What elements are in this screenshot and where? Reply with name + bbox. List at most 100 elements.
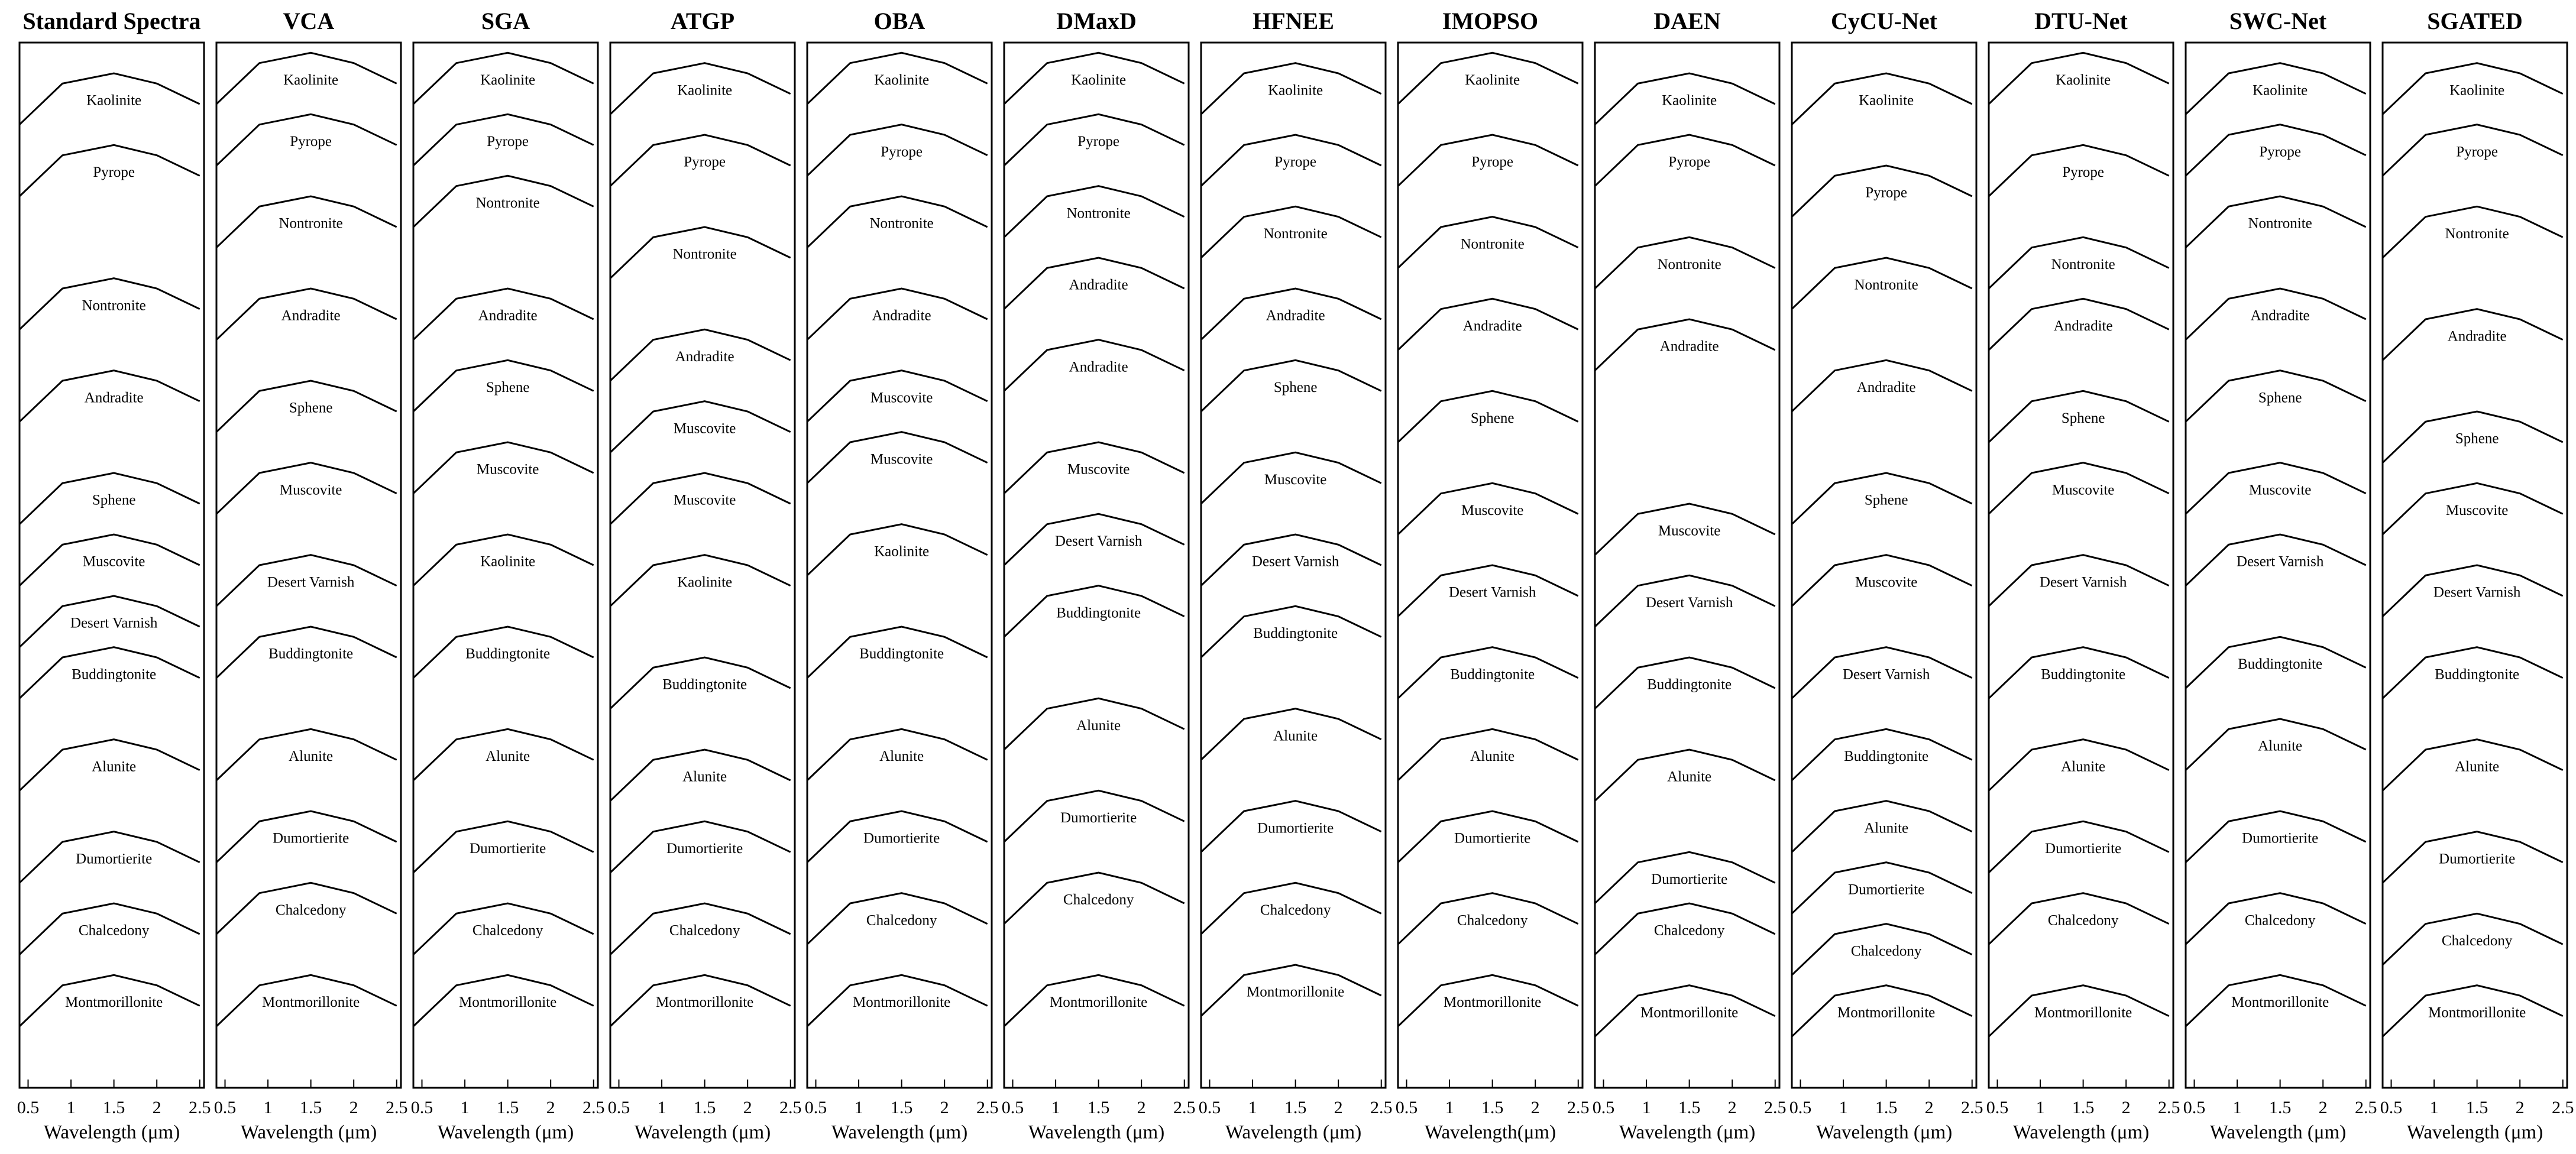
spectrum-line	[1003, 257, 1185, 310]
x-tick-label: 0.5	[17, 1098, 40, 1117]
spectrum-label: Alunite	[2258, 738, 2302, 754]
panel-frame	[609, 41, 796, 1089]
spectrum-label: Andradite	[2054, 318, 2113, 334]
spectrum-label: Muscovite	[2446, 503, 2509, 518]
spectrum-line	[1397, 134, 1579, 187]
spectrum-label: Alunite	[1273, 728, 1318, 744]
spectrum-label: Buddingtonite	[1253, 625, 1338, 641]
spectrum-label: Buddingtonite	[268, 646, 353, 662]
spectrum-line	[412, 728, 594, 782]
spectrum-label: Kaolinite	[874, 72, 929, 88]
spectrum-label: Andradite	[478, 308, 538, 324]
spectrum-line	[1988, 462, 2170, 515]
spectrum-line	[1200, 451, 1382, 505]
spectrum-line	[2185, 974, 2367, 1027]
spectrum-line	[806, 625, 988, 679]
spectrum-label: Sphene	[92, 492, 136, 508]
panel: HFNEE 0.5 1 1.5 2 2.5 Wavelength (μm) Kaolinite…	[1199, 8, 1393, 1143]
spectrum-line	[215, 554, 397, 607]
spectrum-label: Alunite	[879, 748, 924, 764]
spectrum-line	[1791, 984, 1973, 1038]
spectrum-line	[2381, 482, 2564, 536]
spectrum-label: Nontronite	[1263, 226, 1327, 242]
spectrum-label: Kaolinite	[1268, 82, 1323, 98]
spectrum-label: Andradite	[85, 390, 144, 406]
spectrum-label: Alunite	[2061, 758, 2105, 774]
spectrum-label: Desert Varnish	[1252, 554, 1339, 570]
x-tick-label: 2	[2319, 1098, 2328, 1117]
spectrum-line	[1594, 72, 1776, 125]
spectrum-label: Sphene	[1471, 410, 1514, 426]
spectrum-line	[412, 625, 594, 679]
x-axis-label: Wavelength (μm)	[438, 1122, 574, 1143]
spectrum-label: Desert Varnish	[2433, 585, 2521, 601]
x-tick-label: 1	[2233, 1098, 2242, 1117]
x-tick-label: 1.5	[1481, 1098, 1504, 1117]
x-axis-label: Wavelength (μm)	[2210, 1122, 2346, 1143]
x-tick-label: 1	[2036, 1098, 2045, 1117]
spectrum-label: Kaolinite	[1662, 93, 1717, 109]
spectrum-label: Dumortierite	[1257, 820, 1334, 836]
spectrum-line	[1200, 800, 1382, 853]
x-axis-label: Wavelength (μm)	[635, 1122, 771, 1143]
spectrum-label: Muscovite	[1067, 462, 1130, 478]
panel-title: VCA	[283, 8, 335, 34]
x-tick-label: 2.5	[1370, 1098, 1393, 1117]
spectrum-line	[18, 595, 200, 648]
spectrum-label: Buddingtonite	[1056, 605, 1141, 621]
spectrum-label: Dumortierite	[470, 841, 546, 857]
spectrum-label: Andradite	[1660, 339, 1719, 355]
spectrum-line	[1003, 441, 1185, 494]
spectrum-label: Desert Varnish	[1055, 533, 1143, 549]
spectrum-line	[215, 195, 397, 248]
spectrum-line	[1003, 789, 1185, 843]
panel-title: Standard Spectra	[22, 8, 200, 34]
x-tick-label: 2	[1531, 1098, 1540, 1117]
x-tick-label: 1.5	[694, 1098, 716, 1117]
x-tick-label: 0.5	[2380, 1098, 2403, 1117]
spectrum-label: Kaolinite	[480, 72, 535, 88]
panel: VCA 0.5 1 1.5 2 2.5 Wavelength (μm) Kaolinite Py…	[214, 8, 408, 1143]
spectrum-line	[2185, 62, 2367, 115]
x-tick-label: 1	[855, 1098, 863, 1117]
spectrum-label: Andradite	[1857, 380, 1916, 396]
spectrum-label: Nontronite	[1460, 236, 1524, 252]
x-axis-label: Wavelength (μm)	[831, 1122, 967, 1143]
spectrum-line	[1200, 134, 1382, 187]
spectrum-line	[609, 974, 791, 1027]
spectrum-label: Pyrope	[1274, 154, 1316, 170]
spectrum-line	[609, 472, 791, 525]
spectrum-line	[609, 226, 791, 279]
spectrum-label: Montmorillonite	[1640, 1004, 1738, 1020]
spectrum-label: Kaolinite	[1859, 93, 1914, 109]
x-tick-label: 2	[1728, 1098, 1737, 1117]
spectrum-label: Pyrope	[1865, 185, 1907, 201]
spectrum-line	[1594, 318, 1776, 371]
spectrum-label: Desert Varnish	[70, 615, 158, 631]
spectrum-line	[215, 113, 397, 167]
spectrum-line	[412, 174, 594, 228]
spectrum-line	[1594, 748, 1776, 802]
spectrum-line	[806, 431, 988, 484]
spectrum-label: Buddingtonite	[1450, 666, 1535, 682]
spectrum-label: Nontronite	[1066, 205, 1130, 221]
x-tick-label: 1	[2430, 1098, 2439, 1117]
spectrum-line	[1397, 482, 1579, 536]
panel-title: SGATED	[2427, 8, 2523, 34]
spectrum-label: Dumortierite	[1060, 810, 1137, 826]
x-tick-label: 2.5	[189, 1098, 211, 1117]
x-tick-label: 0.5	[2183, 1098, 2206, 1117]
panel: DAEN 0.5 1 1.5 2 2.5 Wavelength (μm) Kaolinite P…	[1593, 8, 1787, 1143]
spectrum-line	[412, 287, 594, 341]
spectrum-label: Kaolinite	[1071, 72, 1126, 88]
x-tick-label: 0.5	[805, 1098, 827, 1117]
x-tick-label: 2	[546, 1098, 555, 1117]
panel-title: DAEN	[1653, 8, 1720, 34]
spectrum-label: Muscovite	[870, 390, 933, 406]
x-tick-label: 2	[743, 1098, 752, 1117]
spectrum-line	[1594, 902, 1776, 955]
spectrum-line	[1791, 472, 1973, 525]
spectrum-line	[1200, 533, 1382, 586]
spectrum-label: Montmorillonite	[262, 994, 360, 1010]
spectrum-label: Andradite	[2448, 328, 2507, 344]
